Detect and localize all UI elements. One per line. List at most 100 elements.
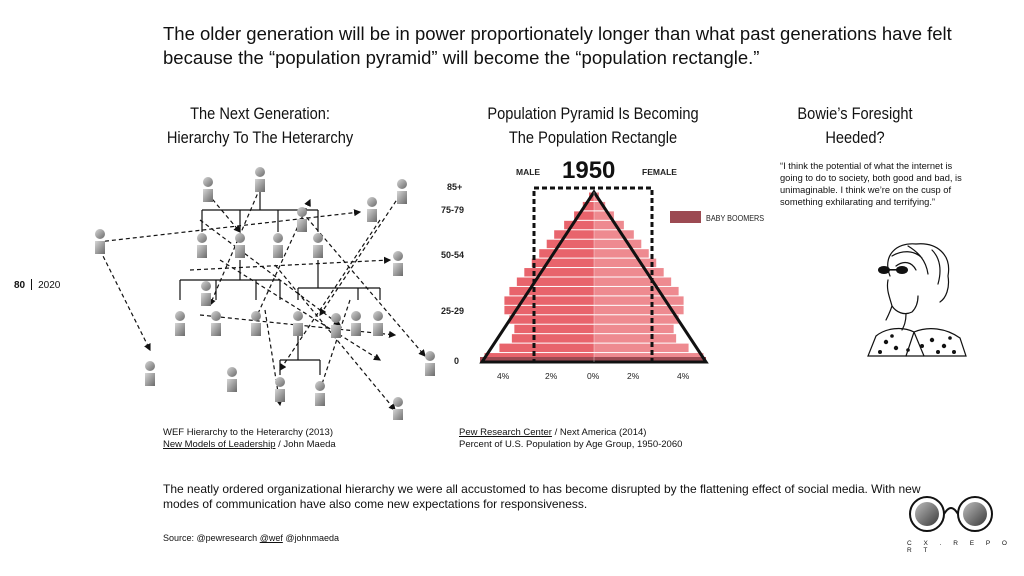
source-line: Source: @pewresearch @wef @johnmaeda xyxy=(163,533,339,543)
male-bar-65-69 xyxy=(554,230,594,239)
source-suffix: @johnmaeda xyxy=(282,533,340,543)
right-panel-title: Bowie’s Foresight Heeded? xyxy=(786,102,924,150)
male-bar-70-74 xyxy=(564,220,594,230)
male-bar-45-49 xyxy=(524,268,594,277)
female-bar-50-54 xyxy=(594,258,657,268)
female-bar-30-34 xyxy=(594,296,684,305)
age-label-75: 75-79 xyxy=(441,205,465,215)
left-caption-line1: WEF Hierarchy to the Heterarchy (2013) xyxy=(163,427,334,438)
person-icon xyxy=(315,381,325,406)
person-icon xyxy=(425,351,435,376)
person-icon xyxy=(393,397,403,420)
page-number-value: 80 xyxy=(14,280,26,291)
baby-boomers-band xyxy=(480,357,706,362)
male-bar-50-54 xyxy=(531,258,594,268)
person-icon xyxy=(201,281,211,306)
male-bar-60-64 xyxy=(546,239,594,249)
legend-label-baby-boomers: BABY BOOMERS xyxy=(706,213,765,223)
male-bar-25-29 xyxy=(504,305,594,315)
middle-caption-source: / Next America (2014) xyxy=(551,427,647,438)
person-icon xyxy=(297,207,307,232)
female-bar-80-84 xyxy=(594,201,606,211)
people-icons xyxy=(95,167,435,420)
female-bar-65-69 xyxy=(594,230,634,239)
female-label: FEMALE xyxy=(642,167,677,177)
person-icon xyxy=(393,251,403,276)
person-icon xyxy=(175,311,185,336)
person-icon xyxy=(145,361,155,386)
x-tick-4: 4% xyxy=(677,371,690,381)
new-models-link[interactable]: New Models of Leadership xyxy=(163,439,276,450)
female-bar-60-64 xyxy=(594,239,642,249)
middle-caption-line2: Percent of U.S. Population by Age Group,… xyxy=(459,439,683,450)
bowie-portrait-illustration xyxy=(867,243,967,357)
female-bar-35-39 xyxy=(594,286,679,296)
person-icon xyxy=(293,311,303,336)
age-label-25: 25-29 xyxy=(441,306,465,316)
female-bar-55-59 xyxy=(594,249,649,258)
right-title-line1: Bowie’s Foresight xyxy=(797,104,913,123)
female-bar-5-9 xyxy=(594,343,689,353)
x-tick-3: 2% xyxy=(627,371,640,381)
page-year: 2020 xyxy=(38,280,61,291)
person-icon xyxy=(373,311,383,336)
source-prefix: Source: @pewresearch xyxy=(163,533,260,543)
x-tick-1: 2% xyxy=(545,371,558,381)
cx-report-logo xyxy=(909,496,993,532)
male-bar-20-24 xyxy=(509,315,594,324)
age-label-85: 85+ xyxy=(447,182,463,192)
male-bar-15-19 xyxy=(514,324,594,334)
person-icon xyxy=(235,233,245,258)
female-bar-75-79 xyxy=(594,211,614,220)
x-tick-0: 4% xyxy=(497,371,510,381)
female-bar-10-14 xyxy=(594,334,677,343)
person-icon xyxy=(275,377,285,402)
male-bar-5-9 xyxy=(499,343,594,353)
person-icon xyxy=(227,367,237,392)
wef-link[interactable]: @wef xyxy=(259,533,283,543)
middle-caption: Pew Research Center / Next America (2014… xyxy=(459,427,682,451)
female-bar-70-74 xyxy=(594,220,624,230)
population-pyramid-chart xyxy=(479,186,709,364)
male-bar-30-34 xyxy=(504,296,594,305)
person-icon xyxy=(203,177,213,202)
pew-research-link[interactable]: Pew Research Center xyxy=(459,427,552,438)
person-icon xyxy=(397,179,407,204)
right-title-line2: Heeded? xyxy=(825,128,885,147)
person-icon xyxy=(351,311,361,336)
male-bar-75-79 xyxy=(574,211,594,220)
logo-text: C X . R E P O R T xyxy=(907,540,1012,554)
person-icon xyxy=(251,311,261,336)
male-bar-80-84 xyxy=(582,201,594,211)
middle-panel-title: Population Pyramid Is Becoming The Popul… xyxy=(481,102,705,150)
hierarchy-heterarchy-diagram xyxy=(95,167,435,420)
bowie-quote: “I think the potential of what the inter… xyxy=(780,161,962,207)
female-bar-45-49 xyxy=(594,268,664,277)
male-label: MALE xyxy=(516,167,541,177)
female-bar-15-19 xyxy=(594,324,674,334)
left-title-line1: The Next Generation: xyxy=(190,104,330,123)
left-panel-title: The Next Generation: Hierarchy To The He… xyxy=(165,102,354,150)
person-icon xyxy=(95,229,105,254)
male-bar-55-59 xyxy=(539,249,594,258)
age-label-50: 50-54 xyxy=(441,250,465,260)
person-icon xyxy=(367,197,377,222)
person-icon xyxy=(197,233,207,258)
person-icon xyxy=(211,311,221,336)
left-title-line2: Hierarchy To The Heterarchy xyxy=(166,128,354,147)
left-caption-author: / John Maeda xyxy=(275,439,336,450)
chart-year: 1950 xyxy=(562,157,616,184)
person-icon xyxy=(273,233,283,258)
person-icon xyxy=(313,233,323,258)
male-bar-10-14 xyxy=(511,334,594,343)
headline: The older generation will be in power pr… xyxy=(163,23,952,68)
legend-swatch-baby-boomers xyxy=(670,211,701,223)
female-bar-40-44 xyxy=(594,277,672,286)
person-icon xyxy=(331,313,341,338)
rectangle-outline xyxy=(532,186,654,364)
page-number: 80 2020 xyxy=(14,279,60,291)
male-bar-40-44 xyxy=(516,277,594,286)
person-icon xyxy=(255,167,265,192)
female-bar-20-24 xyxy=(594,315,679,324)
x-tick-2: 0% xyxy=(587,371,600,381)
